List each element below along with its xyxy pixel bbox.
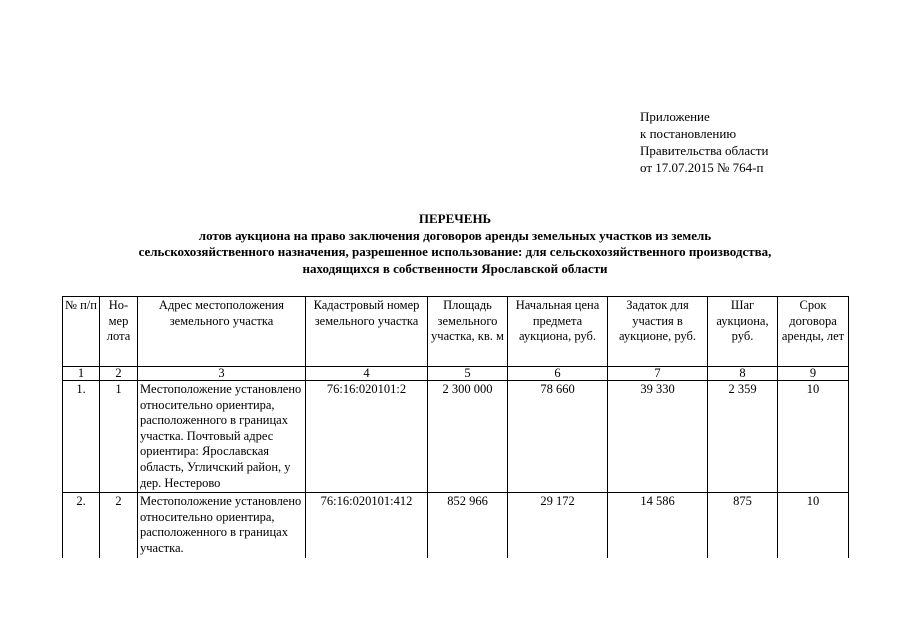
lots-table: № п/п Но-мер лота Адрес местоположения з… (62, 296, 849, 558)
cell-start-price: 29 172 (507, 492, 608, 558)
table-row: 1. 1 Местоположение установлено относите… (62, 379, 849, 494)
header-cell: Но-мер лота (99, 296, 138, 367)
column-number: 3 (137, 366, 306, 381)
cell-address: Местоположение установлено относительно … (137, 379, 306, 494)
cell-term: 10 (777, 492, 849, 558)
column-number: 6 (507, 366, 608, 381)
header-cell: Срок договора аренды, лет (777, 296, 849, 367)
header-cell: Начальная цена предмета аукциона, руб. (507, 296, 608, 367)
cell-lot: 2 (99, 492, 138, 558)
table-row: 2. 2 Местоположение установлено относите… (62, 492, 849, 558)
appendix-line: от 17.07.2015 № 764-п (640, 160, 764, 175)
cell-step: 2 359 (707, 379, 778, 494)
header-cell: Адрес местоположения земельного участка (137, 296, 306, 367)
cell-area: 852 966 (427, 492, 508, 558)
title-line: находящихся в собственности Ярославской … (302, 260, 608, 276)
cell-lot: 1 (99, 379, 138, 494)
appendix-line: Правительства области (640, 143, 769, 158)
column-numbers-row: 1 2 3 4 5 6 7 8 9 (62, 366, 849, 381)
cell-address: Местоположение установлено относительно … (137, 492, 306, 558)
title-line: лотов аукциона на право заключения догов… (198, 227, 712, 243)
cell-deposit: 14 586 (607, 492, 708, 558)
document-title: ПЕРЕЧЕНЬ лотов аукциона на право заключе… (60, 211, 850, 277)
appendix-line: к постановлению (640, 126, 737, 141)
column-number: 8 (707, 366, 778, 381)
title-line: сельскохозяйственного назначения, разреш… (138, 244, 772, 259)
header-cell: Площадь земельного участка, кв. м (427, 296, 508, 367)
cell-index: 1. (62, 379, 100, 494)
header-cell: Задаток для участия в аукционе, руб. (607, 296, 708, 367)
column-number: 7 (607, 366, 708, 381)
header-row: № п/п Но-мер лота Адрес местоположения з… (62, 296, 849, 367)
column-number: 4 (305, 366, 428, 381)
header-cell: № п/п (62, 296, 100, 367)
column-number: 9 (777, 366, 849, 381)
cell-start-price: 78 660 (507, 379, 608, 494)
cell-step: 875 (707, 492, 778, 558)
column-number: 5 (427, 366, 508, 381)
cell-area: 2 300 000 (427, 379, 508, 494)
title-heading: ПЕРЕЧЕНЬ (418, 211, 492, 226)
appendix-block: Приложение к постановлению Правительства… (640, 108, 769, 176)
cell-cadastral: 76:16:020101:412 (305, 492, 428, 558)
appendix-line: Приложение (640, 109, 710, 124)
cell-term: 10 (777, 379, 849, 494)
column-number: 1 (62, 366, 100, 381)
column-number: 2 (99, 366, 138, 381)
cell-index: 2. (62, 492, 100, 558)
header-cell: Кадастровый номер земельного участка (305, 296, 428, 367)
cell-deposit: 39 330 (607, 379, 708, 494)
cell-cadastral: 76:16:020101:2 (305, 379, 428, 494)
header-cell: Шаг аукциона, руб. (707, 296, 778, 367)
